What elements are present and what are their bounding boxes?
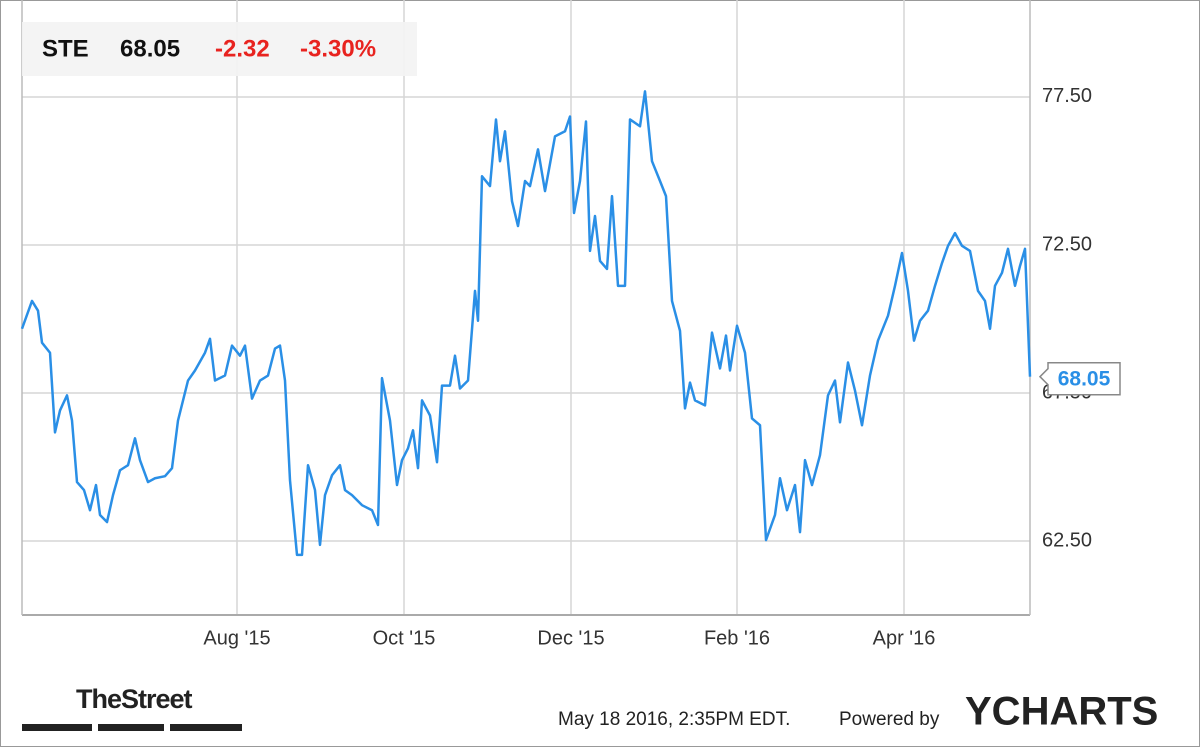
y-tick-label: 62.50 xyxy=(1042,529,1092,551)
x-tick-label: Feb '16 xyxy=(704,627,770,649)
brand: YCHARTS xyxy=(965,690,1158,734)
timestamp: May 18 2016, 2:35PM EDT. xyxy=(558,709,790,730)
x-tick-label: Oct '15 xyxy=(373,627,436,649)
x-tick-label: Dec '15 xyxy=(537,627,604,649)
quote-box xyxy=(22,22,417,76)
price: 68.05 xyxy=(120,35,180,62)
last-value-label: 68.05 xyxy=(1058,367,1111,390)
source-logo: TheStreet xyxy=(76,684,193,714)
last-value-marker xyxy=(1038,361,1121,396)
ticker: STE xyxy=(42,35,89,62)
plot xyxy=(20,90,1032,557)
change-pct: -3.30% xyxy=(300,35,376,62)
logo-bar xyxy=(98,724,164,731)
y-tick-label: 77.50 xyxy=(1042,85,1092,107)
change: -2.32 xyxy=(215,35,270,62)
logo-bar xyxy=(170,724,242,731)
x-tick-label: Aug '15 xyxy=(203,627,270,649)
grid xyxy=(22,0,1030,615)
price-line xyxy=(20,90,1032,557)
powered-by: Powered by xyxy=(839,709,940,730)
x-tick-label: Apr '16 xyxy=(873,627,936,649)
y-tick-label: 72.50 xyxy=(1042,233,1092,255)
logo-bar xyxy=(22,724,92,731)
